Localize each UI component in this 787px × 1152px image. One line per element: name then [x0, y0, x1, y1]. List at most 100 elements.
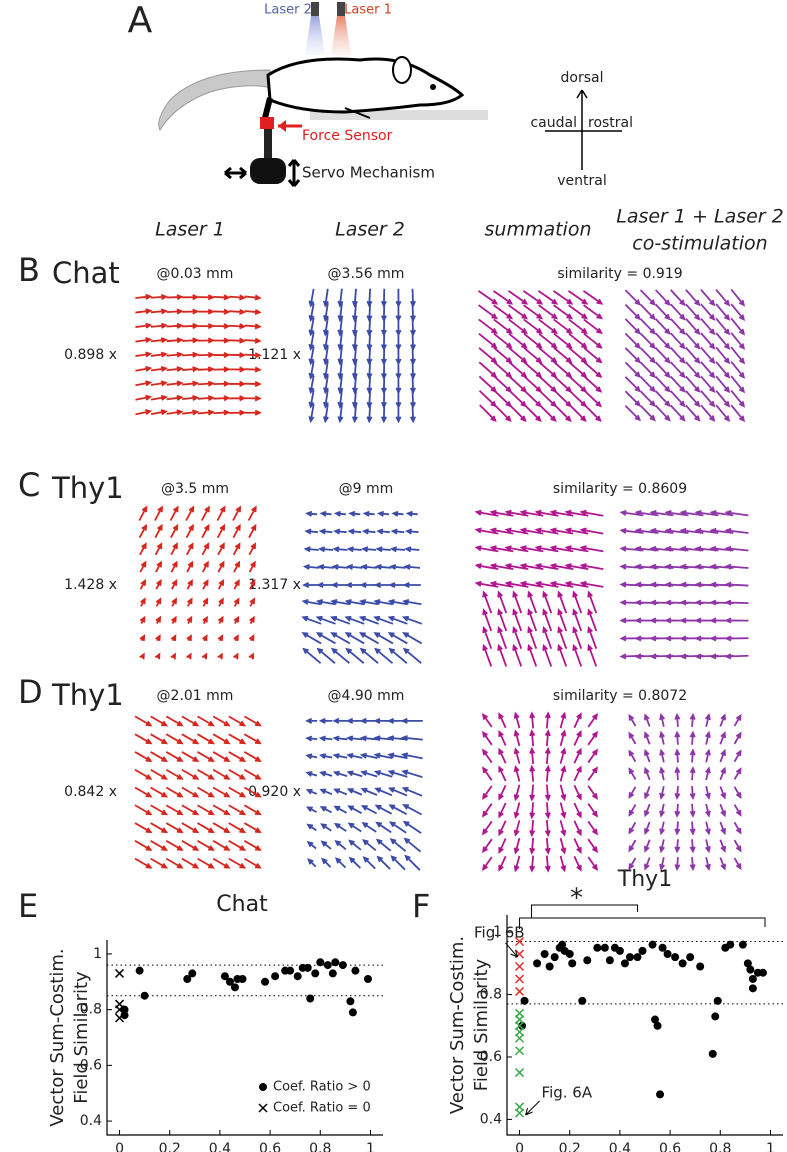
vector-arrow: [724, 599, 749, 606]
data-point: [331, 958, 340, 967]
vector-arrow: [375, 838, 392, 852]
vector-arrow: [523, 318, 543, 335]
vector-arrow: [181, 715, 200, 727]
vector-arrow: [181, 804, 200, 816]
vector-arrow: [388, 647, 408, 664]
vector-arrow: [233, 560, 241, 573]
data-point: [686, 953, 695, 962]
vector-arrow: [493, 390, 512, 408]
vector-arrow: [351, 346, 358, 366]
vector-arrow: [171, 615, 177, 624]
vector-arrow: [134, 804, 153, 816]
vector-arrow: [213, 337, 231, 344]
vector-arrow: [559, 837, 567, 855]
vector-arrow: [243, 751, 262, 762]
vector-arrow: [733, 839, 742, 853]
vector-arrow: [559, 820, 567, 837]
vector-arrow: [165, 768, 184, 780]
axis-line: [106, 940, 383, 1136]
vector-arrow: [715, 390, 731, 408]
vector-arrow: [197, 804, 215, 816]
vector-arrow: [229, 366, 247, 373]
vector-arrow: [213, 395, 231, 402]
data-point: [545, 962, 554, 971]
vector-arrow: [583, 347, 603, 364]
vector-arrow: [345, 647, 365, 664]
vector-arrow: [243, 840, 262, 851]
vector-arrow: [482, 748, 493, 764]
vector-arrow: [719, 857, 726, 871]
vector-arrow: [624, 303, 642, 321]
vector-arrow: [166, 337, 184, 344]
vector-arrow: [659, 785, 665, 800]
vector-arrow: [478, 318, 498, 335]
vector-arrow: [498, 712, 507, 729]
vector-arrow: [248, 523, 257, 539]
vector-arrow: [654, 289, 671, 307]
vector-arrow: [332, 770, 348, 777]
vector-arrow: [544, 729, 551, 747]
vector-arrow: [334, 839, 347, 851]
x-tick-label: 0.8: [709, 1141, 731, 1152]
vector-arrow: [553, 332, 573, 349]
vector-arrow: [568, 318, 588, 335]
mouse-illustration: [158, 2, 622, 187]
vector-arrow: [186, 578, 193, 590]
vector-arrow: [674, 857, 681, 872]
vector-arrow: [670, 361, 686, 379]
vector-arrow: [553, 347, 573, 364]
vector-arrow: [479, 404, 497, 423]
vector-arrow: [538, 304, 559, 320]
vector-arrow: [513, 711, 521, 729]
x-tick-label: 0: [115, 1141, 124, 1152]
vector-arrow: [182, 380, 200, 387]
vector-arrow: [197, 857, 215, 869]
vector-arrow: [579, 509, 604, 517]
coef-label: 0.920 x: [248, 784, 301, 800]
vector-arrow: [624, 390, 642, 407]
vector-arrow: [244, 352, 262, 359]
vector-arrow: [478, 361, 498, 379]
vector-arrow: [542, 626, 553, 649]
vector-arrow: [587, 803, 598, 818]
vector-arrow: [308, 332, 315, 351]
vector-arrow: [724, 527, 749, 534]
data-point: [286, 966, 295, 975]
vector-arrow: [375, 546, 391, 553]
vector-arrow: [478, 304, 499, 320]
vector-arrow: [724, 653, 749, 660]
vector-arrow: [705, 730, 711, 745]
vector-arrow: [674, 821, 681, 836]
vector-arrow: [134, 733, 153, 745]
vector-arrow: [674, 766, 681, 781]
vector-arrow: [402, 804, 423, 816]
vector-arrow: [559, 784, 567, 802]
data-point: [515, 986, 525, 996]
x-tick-label: 1: [366, 1141, 375, 1152]
annotation-arrow: [505, 942, 519, 958]
vector-arrow: [315, 632, 336, 645]
row-name: Chat: [52, 256, 120, 290]
vector-arrow: [305, 771, 318, 777]
vector-arrow: [497, 608, 508, 632]
vector-arrow: [135, 337, 153, 344]
vector-arrow: [359, 735, 378, 742]
vector-arrow: [182, 351, 200, 358]
vector-arrow: [508, 390, 527, 408]
vector-arrow: [539, 404, 557, 423]
vector-arrow: [478, 390, 497, 408]
vector-arrow: [202, 578, 209, 590]
vector-arrow: [197, 409, 215, 416]
vector-arrow: [387, 599, 408, 606]
data-point: [708, 1049, 717, 1058]
vector-arrow: [639, 390, 656, 407]
vector-arrow: [544, 855, 551, 873]
vector-arrow: [628, 857, 637, 871]
vector-arrow: [212, 786, 231, 798]
vector-arrow: [639, 332, 656, 350]
vector-arrow: [644, 803, 651, 818]
vector-arrow: [376, 528, 390, 535]
vector-arrow: [512, 643, 523, 667]
vector-arrow: [538, 375, 558, 393]
vector-arrow: [508, 347, 528, 364]
